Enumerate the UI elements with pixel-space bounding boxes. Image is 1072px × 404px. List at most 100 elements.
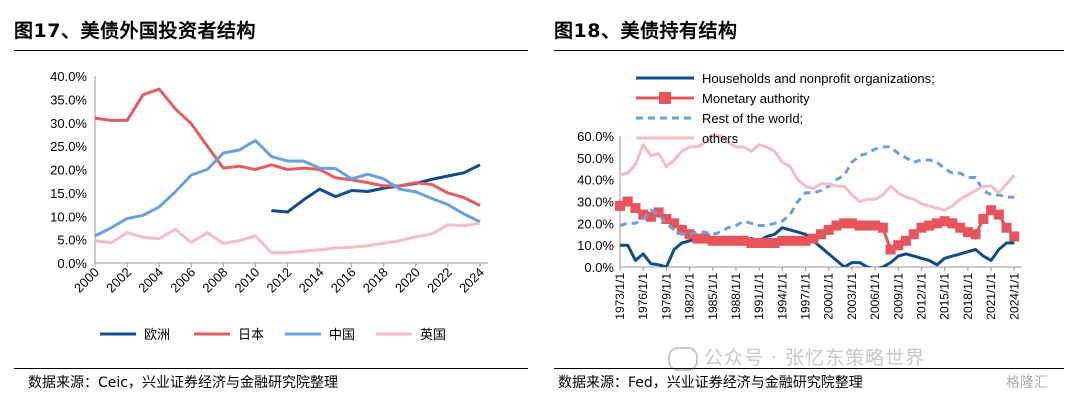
left-panel: 图17、美债外国投资者结构 0.0% 5.0% 10.0% 15.0% 20.0% 25.… — [0, 0, 528, 404]
right-legend-label: Monetary authority — [702, 91, 810, 106]
right-series-marker — [862, 220, 873, 231]
right-panel: 图18、美债持有结构 0.0% 10.0% 20.0% 30.0% 40.0% 50.0%… — [546, 0, 1072, 404]
right-legend-label: Households and nonprofit organizations; — [702, 71, 935, 86]
right-source-note: 数据来源：Fed，兴业证券经济与金融研究院整理 — [558, 375, 863, 391]
right-x-tick-label: 1985/1/1 — [706, 273, 720, 320]
right-title-rule — [554, 50, 1064, 51]
left-source-rule — [14, 368, 528, 369]
right-series-marker — [901, 235, 912, 246]
right-x-tick-label: 2024/1/1 — [1007, 273, 1021, 320]
right-series-marker — [715, 235, 726, 246]
left-legend-label: 日本 — [238, 327, 264, 342]
right-x-tick-label: 2000/1/1 — [822, 273, 836, 320]
left-x-tick-label: 2018 — [360, 265, 391, 296]
right-series-marker — [638, 209, 649, 220]
right-series-marker — [893, 240, 904, 251]
right-series-marker — [707, 235, 718, 246]
left-x-tick-label: 2002 — [103, 265, 134, 296]
right-x-tick-label: 2009/1/1 — [891, 273, 905, 320]
right-series-marker — [1001, 222, 1012, 233]
right-series-marker — [962, 227, 973, 238]
left-x-tick-label: 2014 — [296, 265, 327, 296]
right-series-marker — [669, 218, 680, 229]
left-y-tick-label: 15.0% — [50, 186, 87, 201]
left-x-tick-label: 2008 — [199, 265, 230, 296]
right-series-marker — [754, 237, 765, 248]
watermark: 公众号 · 张忆东策略世界 — [668, 343, 925, 371]
right-series-marker — [777, 235, 788, 246]
right-series-marker — [630, 203, 641, 214]
right-y-tick-label: 10.0% — [577, 238, 614, 253]
right-series-marker — [939, 216, 950, 227]
right-y-tick-label: 30.0% — [577, 195, 614, 210]
left-y-tick-label: 20.0% — [50, 163, 87, 178]
right-series-marker — [986, 205, 997, 216]
left-y-tick-label: 35.0% — [50, 92, 87, 107]
right-series-marker — [800, 235, 811, 246]
right-series-marker — [924, 220, 935, 231]
right-chart-title: 图18、美债持有结构 — [554, 20, 738, 42]
right-legend-marker — [659, 92, 671, 104]
right-series-marker — [854, 220, 865, 231]
right-series-marker — [792, 235, 803, 246]
left-series-line — [94, 87, 481, 207]
left-source-note: 数据来源：Ceic，兴业证券经济与金融研究院整理 — [28, 375, 338, 391]
left-x-tick-label: 2006 — [167, 265, 198, 296]
wechat-icon — [668, 346, 698, 371]
right-series-marker — [692, 233, 703, 244]
right-series-marker — [661, 213, 672, 224]
right-series-marker — [676, 224, 687, 235]
left-series-line — [94, 221, 481, 255]
right-series-marker — [870, 220, 881, 231]
right-series-marker — [653, 207, 664, 218]
left-chart-title: 图17、美债外国投资者结构 — [14, 20, 256, 42]
right-x-tick-label: 2003/1/1 — [845, 273, 859, 320]
right-series-marker — [622, 196, 633, 207]
right-y-tick-label: 0.0% — [584, 260, 614, 275]
right-series-marker — [877, 222, 888, 233]
right-source-rule — [554, 368, 1064, 369]
right-series-marker — [970, 229, 981, 240]
right-y-tick-label: 60.0% — [577, 129, 614, 144]
right-series-marker — [908, 229, 919, 240]
watermark-text: 公众号 · 张忆东策略世界 — [704, 347, 926, 369]
left-y-tick-label: 30.0% — [50, 116, 87, 131]
right-series-marker — [769, 237, 780, 248]
right-x-tick-label: 1982/1/1 — [683, 273, 697, 320]
left-x-tick-label: 2004 — [135, 265, 166, 296]
right-x-tick-label: 2006/1/1 — [868, 273, 882, 320]
left-y-tick-label: 10.0% — [50, 209, 87, 224]
right-x-tick-label: 1979/1/1 — [659, 273, 673, 320]
right-x-tick-label: 1994/1/1 — [775, 273, 789, 320]
right-series-marker — [785, 235, 796, 246]
right-x-tick-label: 1991/1/1 — [752, 273, 766, 320]
right-y-tick-label: 40.0% — [577, 173, 614, 188]
left-y-tick-label: 5.0% — [57, 233, 87, 248]
right-series-marker — [738, 235, 749, 246]
left-series-line — [94, 139, 481, 238]
right-series-marker — [615, 200, 625, 211]
right-series-marker — [823, 224, 834, 235]
right-x-tick-label: 1976/1/1 — [636, 273, 650, 320]
left-x-tick-label: 2022 — [424, 265, 455, 296]
left-x-tick-label: 2024 — [456, 265, 487, 296]
left-title-rule — [14, 50, 528, 51]
right-y-tick-label: 20.0% — [577, 216, 614, 231]
left-y-tick-label: 0.0% — [57, 256, 87, 271]
right-series-marker — [931, 218, 942, 229]
right-series-marker — [1009, 231, 1020, 242]
right-line-chart: 0.0% 10.0% 20.0% 30.0% 40.0% 50.0% 60.0% 1973/1… — [577, 71, 1022, 320]
right-x-tick-label: 1988/1/1 — [729, 273, 743, 320]
right-series-line — [620, 226, 1015, 267]
right-series-marker — [816, 229, 826, 240]
left-legend-label: 中国 — [329, 327, 355, 342]
right-x-tick-label: 2021/1/1 — [984, 273, 998, 320]
left-legend-label: 英国 — [420, 327, 446, 342]
right-series-marker — [846, 218, 857, 229]
right-series-marker — [885, 244, 896, 255]
left-series-line — [271, 163, 481, 214]
right-series-marker — [700, 233, 711, 244]
left-y-tick-label: 40.0% — [50, 69, 87, 84]
right-series-marker — [761, 237, 772, 248]
right-series-line — [620, 134, 1016, 212]
